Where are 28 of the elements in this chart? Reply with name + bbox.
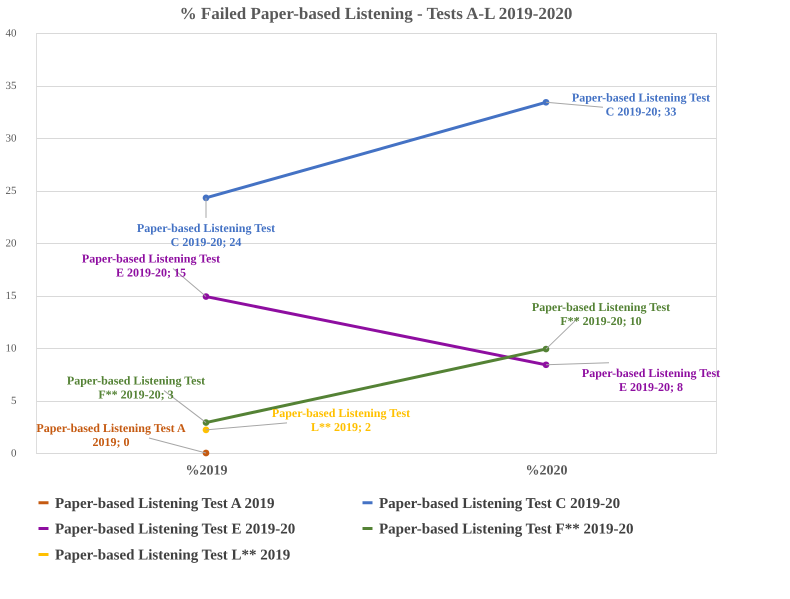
- y-tick-label: 15: [6, 290, 17, 302]
- annotation: Paper-based Listening Test F** 2019-20; 3: [66, 374, 206, 402]
- y-tick-label: 0: [11, 448, 17, 460]
- annotation: Paper-based Listening Test E 2019-20; 8: [582, 366, 720, 394]
- legend-label: Paper-based Listening Test F** 2019-20: [379, 522, 634, 538]
- annotation: Paper-based Listening Test A 2019; 0: [36, 421, 186, 449]
- y-tick-label: 5: [11, 395, 17, 407]
- y-tick-label: 25: [6, 185, 17, 197]
- annotation: Paper-based Listening Test C 2019-20; 24: [136, 220, 276, 249]
- y-tick-label: 40: [6, 28, 17, 40]
- chart-title: % Failed Paper-based Listening - Tests A-L 2019-2020: [180, 4, 572, 23]
- point: [202, 419, 210, 426]
- x-tick-label: %2020: [526, 464, 568, 478]
- annotation: Paper-based Listening Test L** 2019; 2: [272, 406, 410, 434]
- annotation: Paper-based Listening Test F** 2019-20; 10: [532, 300, 670, 328]
- y-tick-label: 10: [6, 342, 17, 354]
- y-tick-label: 30: [6, 132, 17, 144]
- legend-label: Paper-based Listening Test C 2019-20: [379, 496, 620, 512]
- y-tick-label: 35: [6, 80, 17, 92]
- y-tick-label: 20: [6, 238, 17, 250]
- x-tick-label: %2019: [186, 464, 228, 478]
- legend-label: Paper-based Listening Test A 2019: [55, 496, 274, 512]
- annotation: Paper-based Listening Test E 2019-20; 15: [82, 252, 220, 280]
- point: [202, 194, 210, 202]
- legend-label: Paper-based Listening Test E 2019-20: [55, 522, 296, 538]
- point: [202, 293, 210, 300]
- legend-label: Paper-based Listening Test L** 2019: [55, 548, 290, 564]
- annotation: Paper-based Listening Test C 2019-20; 33: [572, 90, 710, 118]
